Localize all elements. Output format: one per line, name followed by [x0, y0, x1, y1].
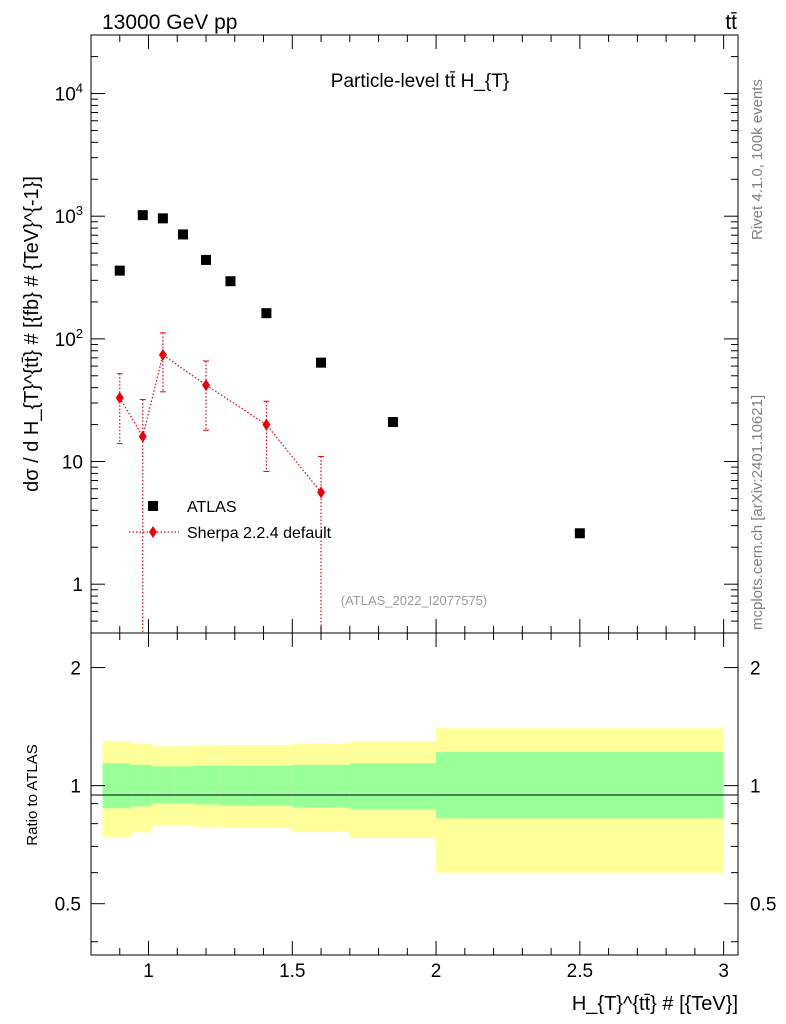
x-axis-label: H_{T}^{tt̄} # [{TeV}]: [572, 993, 738, 1015]
atlas-point: [178, 229, 189, 240]
atlas-point: [574, 528, 585, 539]
ratio-y-tick-label-left: 0.5: [55, 895, 81, 916]
ratio-y-tick-label-right: 2: [750, 659, 761, 680]
sherpa-line: [119, 353, 322, 493]
plot-title: Particle-level tt̄ H_{T}: [331, 71, 509, 92]
header-process-label: tt̄: [725, 11, 737, 34]
sherpa-point: [262, 418, 271, 431]
main-y-tick-label: 1: [72, 575, 83, 596]
ratio-inner-band-segment: [131, 764, 152, 807]
ratio-y-tick-label-right: 1: [750, 777, 761, 798]
legend-atlas-label: ATLAS: [187, 499, 237, 516]
ratio-y-axis: 0.5 0.5 1 1 2 2: [55, 659, 776, 943]
legend-sherpa-marker: [149, 526, 157, 538]
main-data-marks: [114, 210, 585, 633]
ratio-x-axis: 1 1.5 2 2.5 3: [90, 633, 729, 982]
main-y-tick-label: 102: [55, 326, 83, 351]
sherpa-point: [115, 391, 124, 404]
ratio-panel: 0.5 0.5 1 1 2 2 1 1.5 2 2.5 3 Ratio to ATLAS H_{T…: [24, 632, 776, 1015]
ratio-y-axis-label: Ratio to ATLAS: [24, 744, 41, 845]
ratio-inner-band-segment: [174, 766, 195, 804]
sherpa-point: [202, 379, 211, 392]
atlas-point: [201, 254, 212, 265]
ratio-y-tick-label-left: 2: [70, 659, 81, 680]
ratio-inner-band-segment: [220, 765, 250, 806]
atlas-point: [387, 416, 398, 427]
mcplots-site-label: mcplots.cern.ch [arXiv:2401.10621]: [749, 395, 766, 630]
atlas-point: [114, 265, 125, 276]
atlas-point: [157, 213, 168, 224]
header-energy-label: 13000 GeV pp: [102, 11, 237, 34]
ratio-inner-band-segment: [436, 751, 724, 819]
atlas-point: [261, 308, 272, 319]
ratio-y-tick-label-right: 0.5: [750, 895, 776, 916]
legend: ATLAS Sherpa 2.2.4 default: [129, 499, 332, 542]
legend-atlas-marker: [148, 501, 158, 511]
ratio-inner-band-segment: [194, 765, 221, 805]
x-tick-label: 3: [718, 961, 729, 982]
main-y-tick-label: 104: [55, 81, 83, 106]
atlas-point: [225, 276, 236, 287]
sherpa-point: [317, 486, 326, 499]
ratio-y-tick-label-left: 1: [70, 777, 81, 798]
x-tick-label: 2.5: [567, 961, 593, 982]
ratio-inner-band-segment: [349, 763, 437, 810]
x-tick-label: 1.5: [279, 961, 305, 982]
sherpa-point: [158, 348, 167, 361]
sherpa-point: [138, 430, 147, 443]
main-panel-frame: [90, 34, 739, 634]
main-x-axis-ticks: [90, 35, 725, 633]
main-panel: 1 10 102 103 104 Particle-level tt̄ H_{T} dσ…: [21, 34, 739, 634]
x-tick-label: 2: [431, 961, 442, 982]
legend-sherpa-label: Sherpa 2.2.4 default: [187, 525, 332, 542]
rivet-version-label: Rivet 4.1.0, 100k events: [749, 79, 766, 240]
ratio-panel-frame: [90, 632, 739, 956]
ratio-inner-band-segment: [102, 763, 132, 809]
analysis-id-watermark: (ATLAS_2022_I2077575): [341, 593, 487, 608]
main-y-tick-label: 10: [62, 453, 83, 474]
main-y-tick-label: 103: [55, 203, 83, 228]
ratio-uncertainty-bands: [102, 728, 724, 873]
ratio-inner-band-segment: [249, 765, 293, 806]
main-y-axis-label: dσ / d H_{T}^{tt̄} # [{fb} # {TeV}^{-1}]: [21, 176, 43, 492]
x-tick-label: 1: [143, 961, 154, 982]
atlas-point: [316, 357, 327, 368]
ratio-inner-band-segment: [151, 766, 175, 804]
ratio-inner-band-segment: [292, 764, 350, 808]
atlas-point: [137, 210, 148, 221]
main-y-axis: 1 10 102 103 104: [55, 34, 738, 622]
